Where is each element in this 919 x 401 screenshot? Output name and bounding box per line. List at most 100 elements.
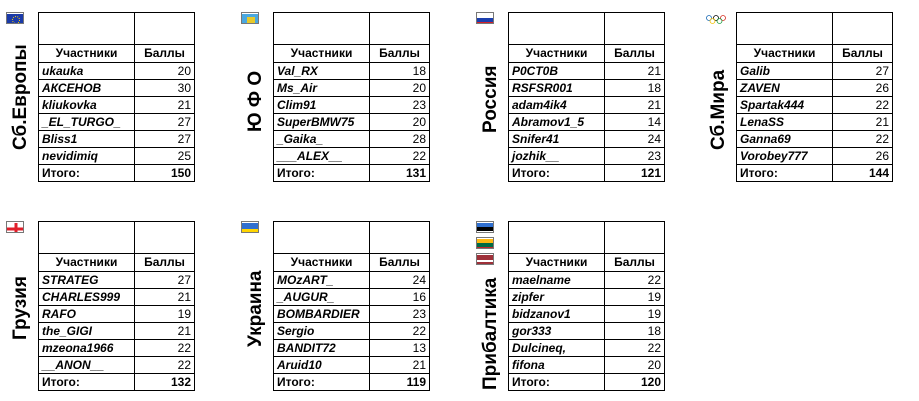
table-row: the_GIGI 21 xyxy=(38,322,195,340)
participant-score: 22 xyxy=(604,339,665,357)
participant-score: 25 xyxy=(134,147,195,165)
participant-score: 20 xyxy=(604,356,665,374)
participant-score: 23 xyxy=(369,305,430,323)
participant-score: 26 xyxy=(832,147,893,165)
participant-name: kliukovka xyxy=(38,96,135,114)
table-header: Участники Баллы xyxy=(508,253,665,272)
table-row: adam4ik4 21 xyxy=(508,96,665,114)
table-row: ZAVEN 26 xyxy=(736,79,893,97)
participant-score: 22 xyxy=(369,147,430,165)
header-spacer-row xyxy=(508,221,665,254)
participant-score: 28 xyxy=(369,130,430,148)
participant-score: 19 xyxy=(604,288,665,306)
table-row: CHARLES999 21 xyxy=(38,288,195,306)
participant-score: 14 xyxy=(604,113,665,131)
group-label: Сб.Мира xyxy=(708,69,729,150)
participant-score: 21 xyxy=(134,322,195,340)
participant-name: Val_RX xyxy=(273,62,370,80)
participant-name: STRATEG xyxy=(38,271,135,289)
table-row: Dulcineq, 22 xyxy=(508,339,665,357)
scores-table: Участники Баллы maelname 22 zipfer 19 bidzanov… xyxy=(508,221,665,391)
participant-name: MOzART_ xyxy=(273,271,370,289)
table-row: Vorobey777 26 xyxy=(736,147,893,165)
participants-header: Участники xyxy=(273,253,370,272)
table-row: ___ALEX__ 22 xyxy=(273,147,430,165)
participant-score: 22 xyxy=(604,271,665,289)
participant-name: adam4ik4 xyxy=(508,96,605,114)
participant-name: Ms_Air xyxy=(273,79,370,97)
participant-name: Bliss1 xyxy=(38,130,135,148)
header-spacer-row xyxy=(736,12,893,45)
participant-name: Sergio xyxy=(273,322,370,340)
table-row: STRATEG 27 xyxy=(38,271,195,289)
scores-table: Участники Баллы MOzART_ 24 _AUGUR_ 16 BOMBARDI… xyxy=(273,221,430,391)
participant-name: _AUGUR_ xyxy=(273,288,370,306)
table-row: Aruid10 21 xyxy=(273,356,430,374)
participant-name: BOMBARDIER xyxy=(273,305,370,323)
participant-name: RAFO xyxy=(38,305,135,323)
table-row: ukauka 20 xyxy=(38,62,195,80)
eu-flag-icon xyxy=(6,12,24,24)
yufo-flag-icon xyxy=(241,12,259,24)
total-row: Итого: 132 xyxy=(38,373,195,391)
total-row: Итого: 121 xyxy=(508,164,665,182)
table-row: _Gaika_ 28 xyxy=(273,130,430,148)
participant-score: 24 xyxy=(369,271,430,289)
total-score: 150 xyxy=(134,164,195,182)
table-row: P0CT0B 21 xyxy=(508,62,665,80)
participant-name: ukauka xyxy=(38,62,135,80)
latvia-flag-icon xyxy=(476,253,494,265)
header-spacer-row xyxy=(273,12,430,45)
participant-name: Aruid10 xyxy=(273,356,370,374)
participant-name: SuperBMW75 xyxy=(273,113,370,131)
table-row: bidzanov1 19 xyxy=(508,305,665,323)
table-row: RAFO 19 xyxy=(38,305,195,323)
participant-name: Vorobey777 xyxy=(736,147,833,165)
participant-score: 23 xyxy=(369,96,430,114)
participant-name: fifona xyxy=(508,356,605,374)
table-row: Ms_Air 20 xyxy=(273,79,430,97)
total-label: Итого: xyxy=(508,164,605,182)
table-header: Участники Баллы xyxy=(273,253,430,272)
participants-header: Участники xyxy=(38,253,135,272)
scores-table: Участники Баллы ukauka 20 АКСЕНОВ 30 kliukovka… xyxy=(38,12,195,182)
participant-score: 20 xyxy=(369,113,430,131)
table-row: fifona 20 xyxy=(508,356,665,374)
table-row: Galib 27 xyxy=(736,62,893,80)
participant-name: BANDIT72 xyxy=(273,339,370,357)
participant-score: 22 xyxy=(832,130,893,148)
table-row: nevidimiq 25 xyxy=(38,147,195,165)
participant-name: _Gaika_ xyxy=(273,130,370,148)
participant-name: __ANON__ xyxy=(38,356,135,374)
scores-table: Участники Баллы P0CT0B 21 RSFSR001 18 adam4ik4… xyxy=(508,12,665,182)
lithuania-flag-icon xyxy=(476,237,494,249)
participant-score: 18 xyxy=(369,62,430,80)
participant-score: 26 xyxy=(832,79,893,97)
participant-name: RSFSR001 xyxy=(508,79,605,97)
scores-table: Участники Баллы Val_RX 18 Ms_Air 20 Clim91 23 Su… xyxy=(273,12,430,182)
table-row: Sergio 22 xyxy=(273,322,430,340)
participant-score: 18 xyxy=(604,79,665,97)
total-label: Итого: xyxy=(38,164,135,182)
table-row: _EL_TURGO_ 27 xyxy=(38,113,195,131)
table-row: Abramov1_5 14 xyxy=(508,113,665,131)
participant-name: the_GIGI xyxy=(38,322,135,340)
ukraine-flag-icon xyxy=(241,221,259,233)
total-score: 131 xyxy=(369,164,430,182)
participant-name: CHARLES999 xyxy=(38,288,135,306)
total-label: Итого: xyxy=(38,373,135,391)
points-header: Баллы xyxy=(604,44,665,63)
header-spacer-row xyxy=(38,221,195,254)
participants-header: Участники xyxy=(38,44,135,63)
participants-header: Участники xyxy=(508,253,605,272)
group-label: Ю Ф О xyxy=(245,70,266,132)
participant-score: 22 xyxy=(369,322,430,340)
participant-score: 27 xyxy=(134,113,195,131)
table-row: jozhik__ 23 xyxy=(508,147,665,165)
total-score: 120 xyxy=(604,373,665,391)
participant-name: _EL_TURGO_ xyxy=(38,113,135,131)
group-label: Россия xyxy=(480,65,501,133)
participants-header: Участники xyxy=(273,44,370,63)
participant-name: Clim91 xyxy=(273,96,370,114)
table-row: BOMBARDIER 23 xyxy=(273,305,430,323)
